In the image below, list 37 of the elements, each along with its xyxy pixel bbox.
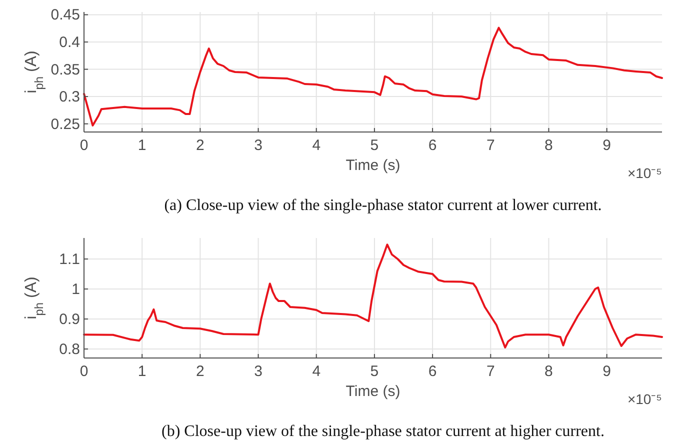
x-tick-label: 3 <box>254 137 262 154</box>
y-tick-label: 0.8 <box>59 341 80 358</box>
x-tick-label: 0 <box>80 363 88 380</box>
x-tick-label: 4 <box>312 363 321 380</box>
x-tick-label: 1 <box>138 363 146 380</box>
y-tick-label: 1.1 <box>59 251 80 268</box>
x-tick-label: 4 <box>312 137 321 154</box>
x-tick-label: 6 <box>428 137 437 154</box>
x-tick-label: 5 <box>370 137 379 154</box>
x-tick-label: 2 <box>196 137 204 154</box>
text: (b) Close-up view of the single-phase stator current at higher current. <box>162 423 604 440</box>
x-tick-label: 0 <box>80 137 88 154</box>
y-tick-label: 0.3 <box>59 88 80 106</box>
text: ×10⁻⁵ <box>627 165 662 181</box>
x-axis-title: Time (s) <box>346 157 400 174</box>
x-tick-label: 6 <box>428 363 437 380</box>
x-axis-title: Time (s) <box>346 383 400 400</box>
y-tick-label: 0.35 <box>50 61 80 78</box>
y-tick-label: 0.4 <box>59 34 80 51</box>
x-tick-label: 1 <box>138 137 146 154</box>
x-tick-label: 9 <box>602 137 611 154</box>
line-series <box>83 26 663 126</box>
x-tick-label: 9 <box>602 363 611 380</box>
x-tick-label: 7 <box>486 363 495 380</box>
x-tick-label: 2 <box>196 363 204 380</box>
x-tick-label: 8 <box>544 363 553 380</box>
y-tick-label: 1 <box>72 281 80 298</box>
x-tick-label: 3 <box>254 363 262 380</box>
line-series <box>83 244 663 348</box>
text: ×10⁻⁵ <box>627 391 662 407</box>
text: (a) Close-up view of the single-phase stator current at lower current. <box>164 197 602 214</box>
x-tick-label: 5 <box>370 363 379 380</box>
x-tick-label: 8 <box>544 137 553 154</box>
y-tick-label: 0.25 <box>50 116 80 133</box>
x-tick-label: 7 <box>486 137 495 154</box>
y-tick-label: 0.9 <box>59 311 80 328</box>
y-tick-label: 0.45 <box>50 6 80 24</box>
